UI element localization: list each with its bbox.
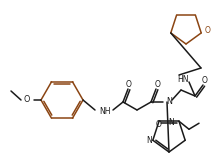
Text: O: O xyxy=(156,120,162,129)
Text: O: O xyxy=(24,95,30,104)
Text: N: N xyxy=(166,98,172,106)
Text: N: N xyxy=(168,118,174,127)
Text: O: O xyxy=(126,80,132,89)
Text: N: N xyxy=(146,136,152,145)
Text: O: O xyxy=(204,26,210,35)
Text: HN: HN xyxy=(177,75,189,84)
Text: O: O xyxy=(202,76,208,85)
Text: NH: NH xyxy=(99,108,111,117)
Text: O: O xyxy=(155,80,161,89)
